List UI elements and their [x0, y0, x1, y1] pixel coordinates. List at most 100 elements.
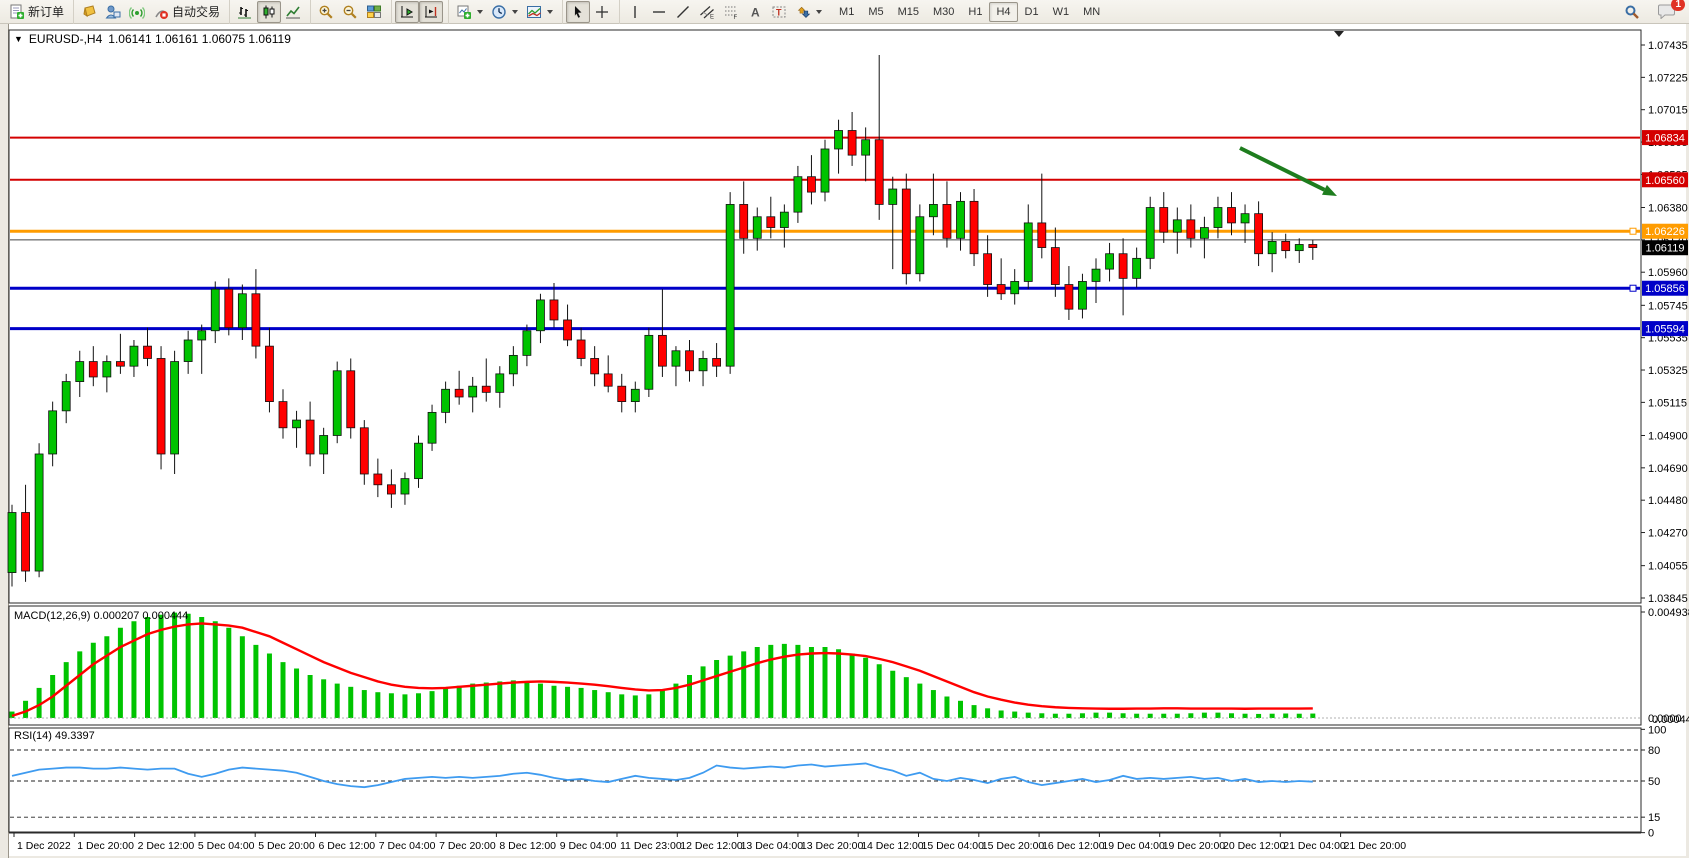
search-button[interactable]: [1620, 1, 1644, 23]
trendline-button[interactable]: [671, 1, 695, 23]
price-chart-canvas[interactable]: 1.074351.072251.070151.068051.065951.063…: [0, 24, 1689, 858]
svg-text:9 Dec 04:00: 9 Dec 04:00: [560, 840, 617, 852]
auto-scroll-icon: [401, 5, 414, 17]
svg-text:1.06380: 1.06380: [1648, 203, 1688, 215]
zoom-in-button[interactable]: [314, 1, 338, 23]
text-label-button[interactable]: T: [767, 1, 791, 23]
arrows-button[interactable]: [791, 1, 826, 23]
rsi-scale: 100 80 50 15 0: [1641, 724, 1666, 840]
svg-text:1 Dec 2022: 1 Dec 2022: [17, 840, 71, 852]
chart-list-dropdown-icon[interactable]: ▼: [14, 34, 23, 44]
svg-text:15 Dec 04:00: 15 Dec 04:00: [922, 840, 985, 852]
svg-text:21 Dec 20:00: 21 Dec 20:00: [1344, 840, 1407, 852]
periods-button[interactable]: [487, 1, 522, 23]
chart-shift-marker[interactable]: [1334, 31, 1344, 37]
cursor-button[interactable]: [566, 0, 591, 23]
time-scale[interactable]: 1 Dec 2022 1 Dec 20:00 2 Dec 12:00 5 Dec 04…: [9, 832, 1641, 852]
timeframe-button-d1[interactable]: D1: [1024, 5, 1039, 18]
strategy-tester-button[interactable]: [101, 1, 125, 23]
template-icon: [527, 5, 542, 18]
chart-shift-button[interactable]: [419, 0, 444, 23]
svg-text:13 Dec 04:00: 13 Dec 04:00: [741, 840, 804, 852]
line-chart-button[interactable]: [281, 1, 305, 23]
chat-button[interactable]: 1: [1654, 0, 1685, 23]
price-badge-pivot: [1642, 223, 1688, 239]
new-chart-button[interactable]: [452, 1, 487, 23]
timeframe-button-h1[interactable]: H1: [968, 5, 983, 18]
channel-button[interactable]: E: [695, 1, 719, 23]
fibonacci-icon: F: [725, 6, 738, 20]
auto-trading-button[interactable]: 自动交易: [149, 1, 224, 23]
svg-text:15 Dec 20:00: 15 Dec 20:00: [982, 840, 1045, 852]
macd-histogram: [9, 612, 1640, 719]
price-badge-resistance: [1642, 130, 1688, 146]
auto-trading-button-label: 自动交易: [172, 5, 221, 19]
candlestick-series[interactable]: [7, 55, 1318, 587]
svg-text:6 Dec 12:00: 6 Dec 12:00: [319, 840, 376, 852]
svg-text:1.06834: 1.06834: [1645, 133, 1685, 145]
dropdown-caret-icon[interactable]: [547, 9, 554, 14]
svg-text:7 Dec 04:00: 7 Dec 04:00: [379, 840, 436, 852]
line-chart-icon: [286, 6, 301, 18]
trendline-icon: [677, 5, 690, 18]
auto-trading-icon: [155, 9, 169, 19]
trend-annotation-arrow[interactable]: [1239, 146, 1337, 196]
crosshair-button[interactable]: [590, 1, 614, 23]
cursor-icon: [574, 5, 582, 18]
tile-windows-button[interactable]: [362, 1, 386, 23]
templates-button[interactable]: [522, 1, 557, 23]
svg-text:1.04055: 1.04055: [1648, 561, 1688, 573]
auto-scroll-button[interactable]: [395, 0, 420, 23]
svg-text:100: 100: [1648, 724, 1666, 736]
text-button[interactable]: A: [743, 1, 767, 23]
zoom-out-button[interactable]: [338, 1, 362, 23]
price-badge-support: [1642, 321, 1688, 337]
dropdown-caret-icon[interactable]: [512, 9, 519, 14]
toolbar-group: [229, 0, 308, 24]
timeframe-button-w1[interactable]: W1: [1052, 5, 1070, 18]
horizontal-level-lines[interactable]: [10, 136, 1640, 331]
bar-chart-icon: [238, 6, 252, 18]
new-order-button[interactable]: 新订单: [5, 1, 68, 23]
svg-text:1.07225: 1.07225: [1648, 72, 1688, 84]
macd-indicator-label: MACD(12,26,9) 0.000207 0.000444: [14, 610, 189, 622]
macd-signal-line: [11, 622, 1313, 717]
signals-button[interactable]: [125, 1, 149, 23]
svg-text:1.05856: 1.05856: [1645, 283, 1685, 295]
timeframe-button-m30[interactable]: M30: [933, 5, 955, 18]
line-handle[interactable]: [1629, 227, 1637, 235]
toolbar-group: [391, 0, 446, 24]
fibonacci-button[interactable]: F: [719, 1, 743, 23]
timeframe-button-m5[interactable]: M5: [868, 5, 884, 18]
zoom-in-icon: [319, 5, 333, 19]
vertical-line-button[interactable]: [623, 1, 647, 23]
bar-chart-button[interactable]: [233, 1, 257, 23]
price-scale[interactable]: 1.074351.072251.070151.068051.065951.063…: [1641, 40, 1688, 605]
toolbar-group: [310, 0, 389, 24]
svg-text:1.05115: 1.05115: [1648, 397, 1687, 409]
zoom-out-icon: [343, 5, 357, 19]
dropdown-caret-icon[interactable]: [477, 9, 484, 14]
svg-text:1.05960: 1.05960: [1648, 267, 1688, 279]
crosshair-icon: [596, 5, 609, 18]
svg-text:5 Dec 04:00: 5 Dec 04:00: [198, 840, 255, 852]
gold-bar-icon: [83, 4, 96, 17]
svg-text:11 Dec 23:00: 11 Dec 23:00: [620, 840, 682, 852]
dropdown-caret-icon[interactable]: [816, 9, 823, 14]
svg-text:7 Dec 20:00: 7 Dec 20:00: [439, 840, 496, 852]
timeframe-button-m1[interactable]: M1: [839, 5, 855, 18]
svg-text:1.06226: 1.06226: [1645, 226, 1685, 238]
svg-text:14 Dec 12:00: 14 Dec 12:00: [861, 840, 924, 852]
depth-of-market-button[interactable]: [77, 1, 101, 23]
timeframe-button-mn[interactable]: MN: [1083, 5, 1101, 18]
new-order-icon: [10, 4, 24, 19]
horizontal-line-button[interactable]: [647, 1, 671, 23]
line-handle[interactable]: [1629, 284, 1637, 292]
candlestick-chart-button[interactable]: [257, 0, 282, 23]
svg-text:2 Dec 12:00: 2 Dec 12:00: [138, 840, 195, 852]
timeframe-button-h4[interactable]: H4: [989, 1, 1018, 22]
timeframe-toolbar: M1 M5 M15 M30 H1 H4 D1 W1 MN: [829, 0, 1110, 24]
timeframe-button-m15[interactable]: M15: [897, 5, 919, 18]
candlestick-icon: [263, 5, 275, 18]
